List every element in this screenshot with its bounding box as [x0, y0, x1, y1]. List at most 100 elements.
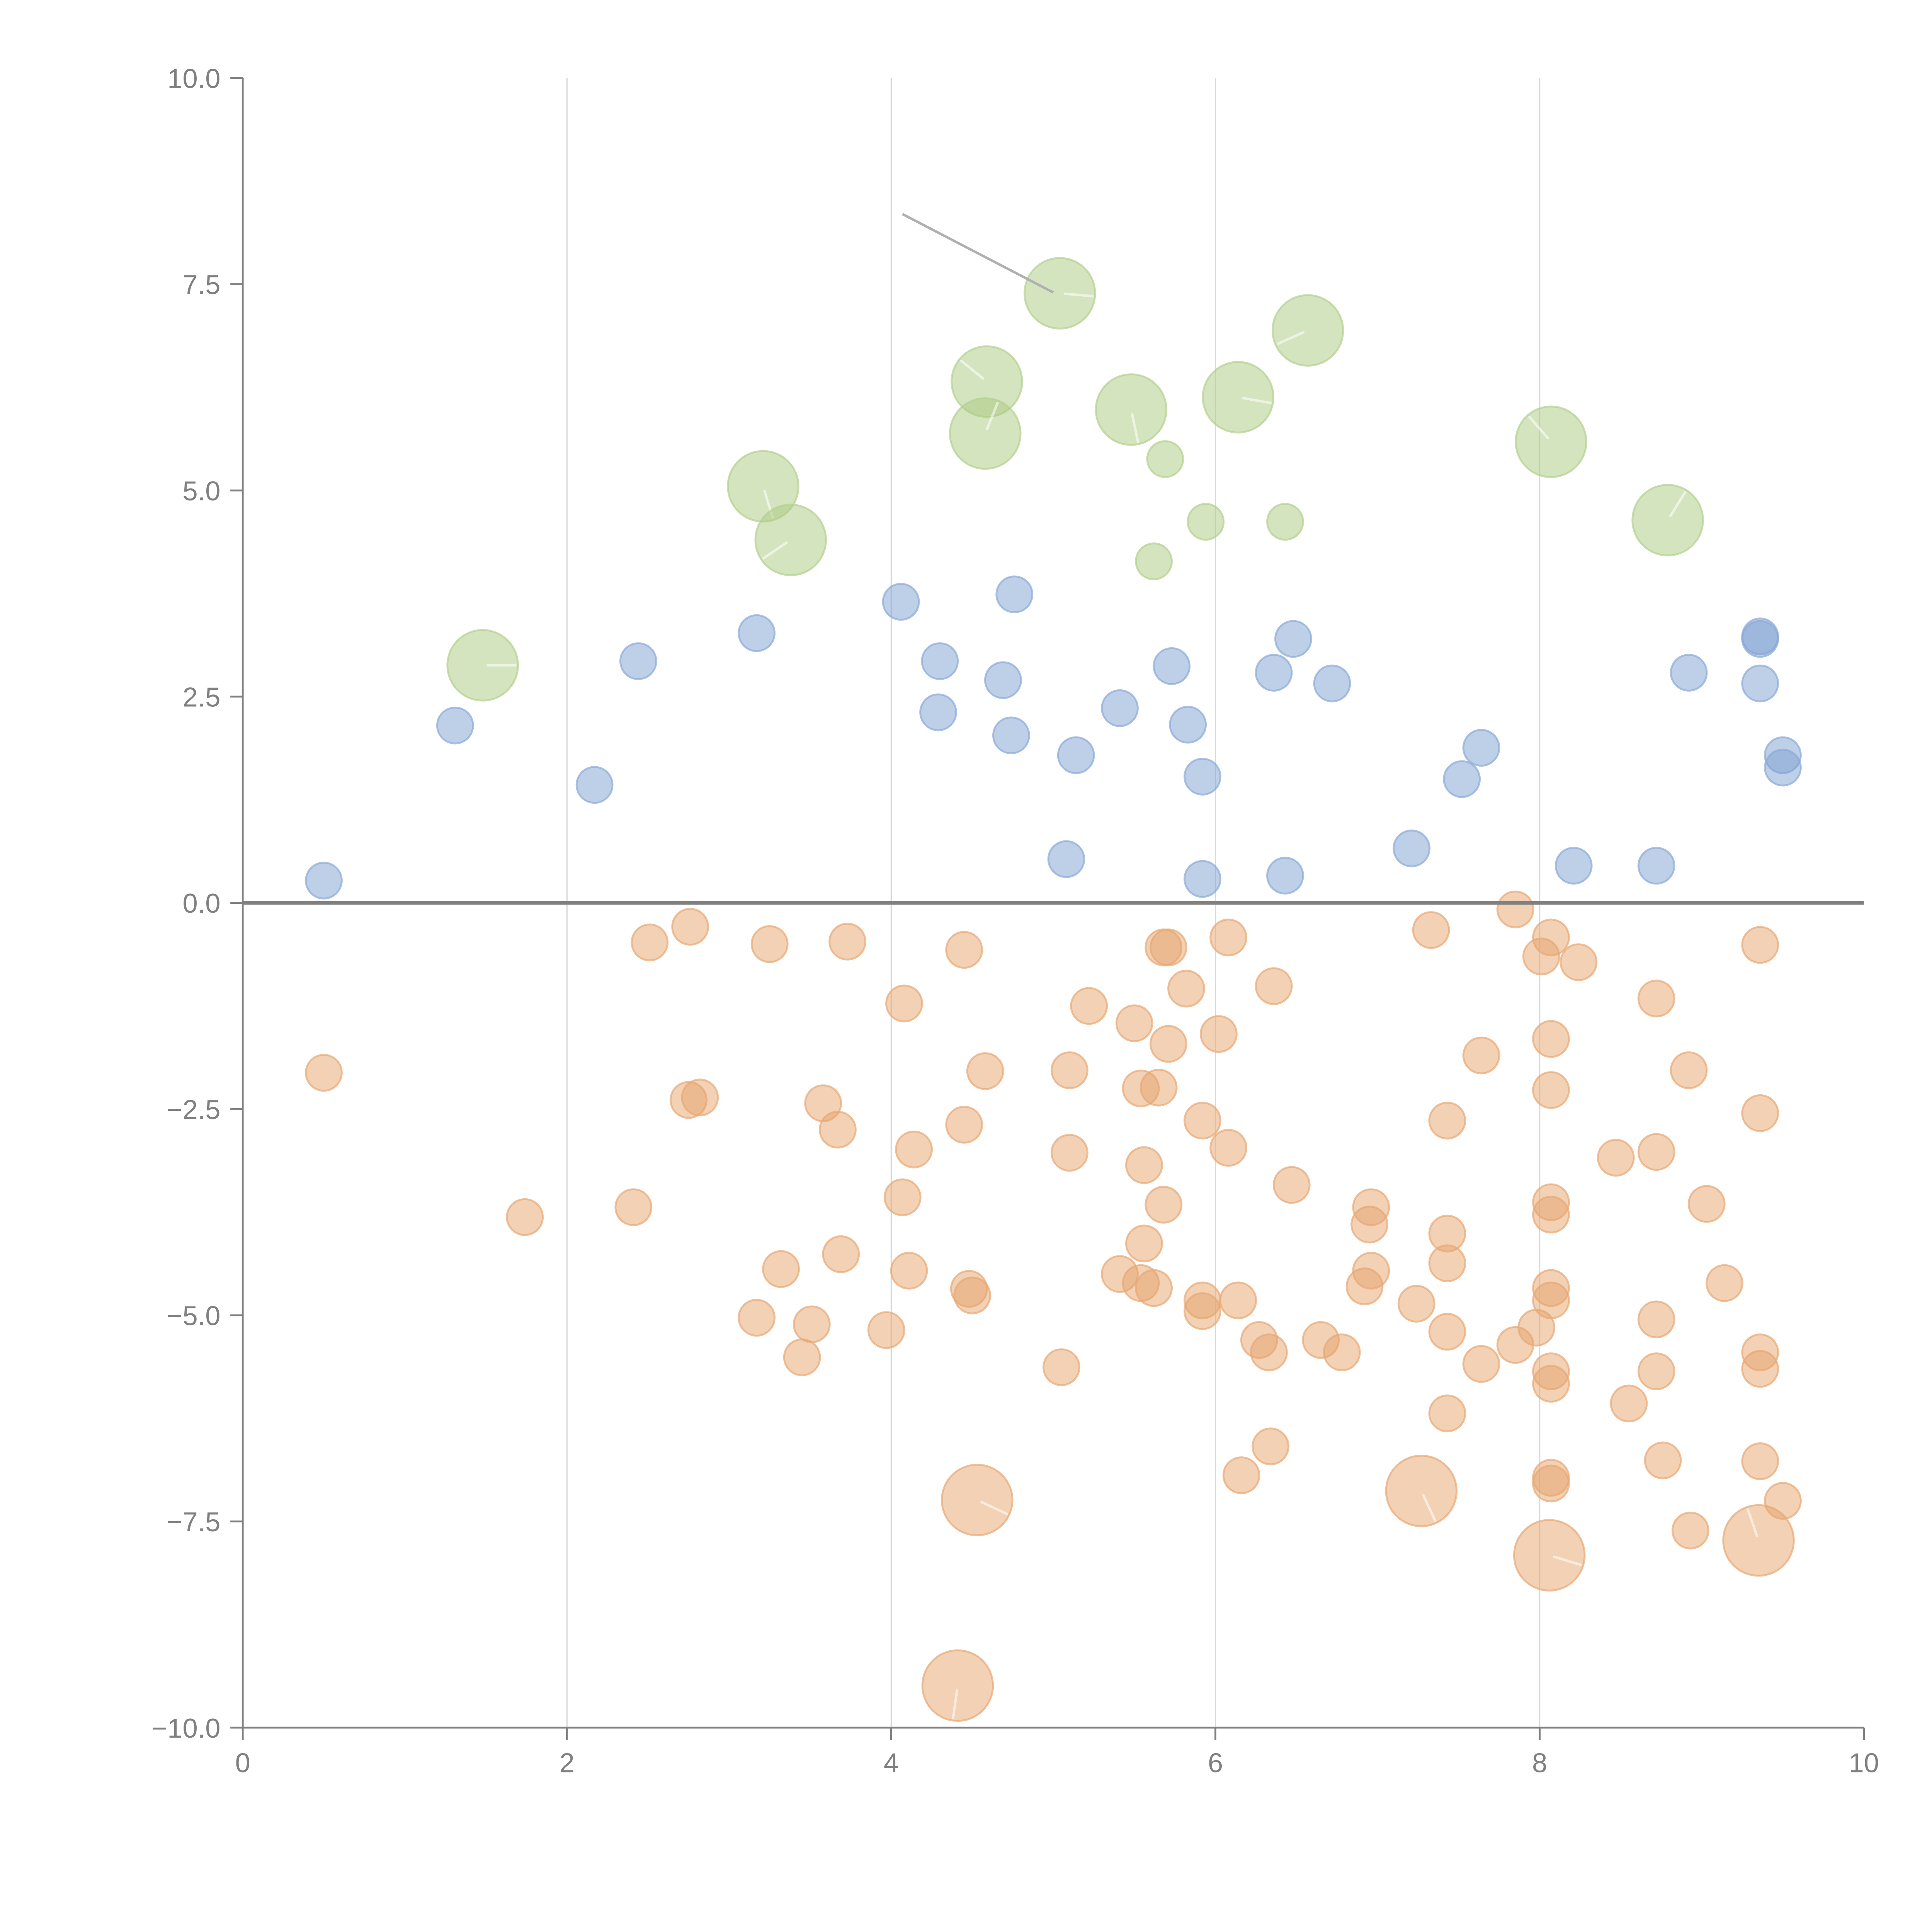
- green-bubble: [1515, 405, 1587, 478]
- orange-bubble: [966, 1052, 1004, 1090]
- orange-bubble: [1637, 1133, 1675, 1171]
- blue-bubble: [1741, 664, 1779, 702]
- orange-bubble: [1149, 928, 1187, 966]
- orange-bubble: [1272, 1166, 1311, 1204]
- orange-bubble: [1323, 1333, 1361, 1371]
- x-tick-label: 6: [1208, 1748, 1223, 1778]
- orange-bubble: [1670, 1051, 1708, 1089]
- orange-bubble: [1687, 1185, 1726, 1223]
- orange-bubble: [1385, 1454, 1458, 1527]
- orange-bubble: [1145, 1185, 1183, 1224]
- y-tick-label: 2.5: [182, 682, 220, 713]
- blue-bubble: [1184, 758, 1221, 796]
- bubble-highlight: [1528, 415, 1549, 439]
- orange-bubble: [1255, 967, 1293, 1005]
- orange-bubble: [1532, 1020, 1570, 1058]
- y-tick-label: 10.0: [167, 63, 220, 94]
- orange-bubble: [1637, 980, 1675, 1018]
- ticks: 0 2 4 6 8 10 10.0 7.5 5.0 2.5 0.0 −2.5 −5.0 −7.5 −10.0: [151, 63, 1879, 1778]
- orange-bubble: [1597, 1139, 1635, 1177]
- blue-bubble: [919, 693, 957, 731]
- blue-bubble: [1764, 748, 1802, 787]
- y-tick-label: −2.5: [167, 1094, 220, 1125]
- orange-bubble: [1532, 918, 1570, 957]
- blue-bubble: [984, 661, 1022, 699]
- blue-bubble: [1637, 847, 1675, 885]
- bubble-highlight: [1747, 1508, 1759, 1537]
- blue-bubble: [436, 706, 474, 745]
- blue-bubble: [921, 642, 959, 680]
- y-tick-label: 0.0: [182, 888, 220, 918]
- green-bubble: [754, 503, 827, 577]
- orange-bubble: [1200, 1015, 1238, 1053]
- bubble-highlight: [1131, 413, 1139, 443]
- blue-bubble: [305, 862, 343, 900]
- orange-bubble: [1412, 911, 1450, 949]
- orange-bubble: [1532, 1365, 1570, 1403]
- orange-bubble: [885, 985, 923, 1022]
- series-blue: [305, 575, 1802, 900]
- orange-bubble: [1722, 1504, 1795, 1577]
- orange-bubble: [1139, 1068, 1178, 1107]
- orange-bubble: [762, 1250, 800, 1288]
- orange-bubble: [1532, 1464, 1570, 1503]
- orange-bubble: [1610, 1384, 1648, 1423]
- orange-bubble: [750, 925, 789, 963]
- blue-bubble: [995, 575, 1034, 614]
- blue-bubble: [1393, 829, 1431, 867]
- orange-bubble: [1741, 1350, 1779, 1388]
- orange-bubble: [921, 1649, 994, 1722]
- orange-bubble: [883, 1178, 922, 1216]
- x-tick-label: 2: [560, 1748, 575, 1778]
- orange-bubble: [890, 1252, 928, 1290]
- bubble-highlight: [1242, 397, 1272, 404]
- orange-bubble: [1352, 1252, 1390, 1290]
- blue-bubble: [738, 614, 776, 652]
- green-bubble: [1631, 484, 1704, 556]
- orange-bubble: [945, 931, 983, 969]
- bubble-highlight: [1063, 292, 1094, 298]
- orange-bubble: [1222, 1456, 1260, 1494]
- blue-bubble: [1554, 847, 1593, 885]
- y-tick-label: 7.5: [182, 269, 220, 300]
- bubble-highlight: [1553, 1555, 1582, 1566]
- orange-bubble: [1051, 1134, 1088, 1172]
- blue-bubble: [1266, 857, 1304, 895]
- blue-bubble: [1255, 654, 1293, 692]
- blue-bubble: [1101, 689, 1139, 727]
- orange-bubble: [1252, 1427, 1290, 1466]
- orange-bubble: [953, 1276, 992, 1315]
- orange-bubble: [1397, 1285, 1435, 1323]
- y-tick-label: 5.0: [182, 476, 220, 506]
- green-bubble: [1135, 542, 1173, 580]
- orange-bubble: [305, 1054, 343, 1092]
- green-bubble: [1266, 503, 1304, 541]
- orange-bubble: [1219, 1281, 1257, 1320]
- orange-bubble: [1428, 1102, 1466, 1139]
- series-green: [446, 257, 1704, 702]
- bubble-highlight: [980, 1501, 1008, 1515]
- orange-bubble: [1741, 1094, 1779, 1132]
- orange-bubble: [941, 1464, 1014, 1536]
- green-bubble: [446, 629, 519, 702]
- orange-bubble: [1043, 1348, 1080, 1386]
- orange-bubble: [1637, 1300, 1675, 1338]
- blue-bubble: [1462, 729, 1500, 767]
- orange-bubble: [1209, 918, 1247, 957]
- orange-bubble: [506, 1198, 544, 1236]
- x-tick-label: 4: [884, 1748, 899, 1778]
- orange-bubble: [614, 1188, 653, 1226]
- orange-bubble: [828, 922, 867, 961]
- orange-bubble: [783, 1338, 821, 1376]
- orange-bubble: [1184, 1292, 1221, 1330]
- blue-bubble: [575, 766, 614, 804]
- series-orange: [305, 890, 1802, 1722]
- blue-bubble: [1670, 654, 1708, 692]
- blue-bubble: [992, 716, 1030, 755]
- data-points: [305, 257, 1802, 1722]
- orange-bubble: [1496, 890, 1534, 929]
- orange-bubble: [671, 908, 709, 946]
- orange-bubble: [1560, 943, 1598, 981]
- orange-bubble: [1671, 1512, 1709, 1549]
